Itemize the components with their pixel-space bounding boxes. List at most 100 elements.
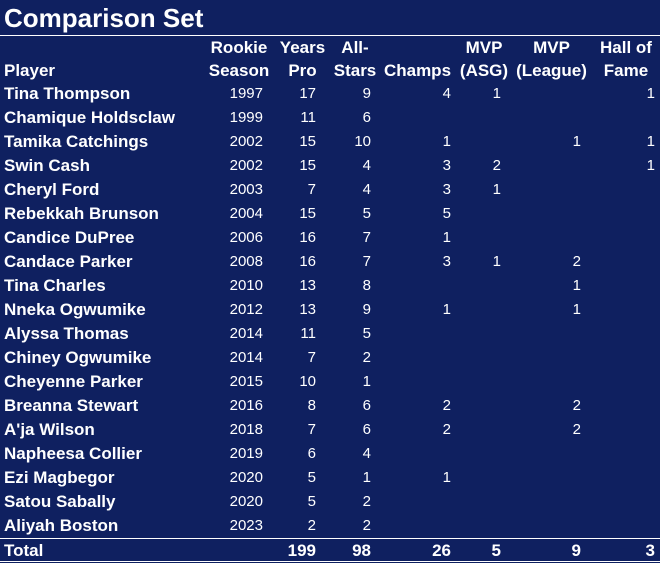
hall-of-fame-cell bbox=[592, 250, 660, 274]
header-hall-of-fame: Hall of Fame bbox=[592, 36, 660, 82]
all-stars-cell: 1 bbox=[362, 469, 371, 486]
table-row: Chiney Ogwumike 2014 7 2 bbox=[0, 346, 660, 370]
mvp-asg-cell bbox=[457, 370, 511, 394]
mvp-asg-cell bbox=[457, 202, 511, 226]
player-name-cell: Swin Cash bbox=[4, 156, 90, 175]
rookie-season-cell: 2003 bbox=[229, 181, 263, 198]
table-row: Candice DuPree 2006 16 7 1 bbox=[0, 226, 660, 250]
champs-cell bbox=[378, 322, 457, 346]
rookie-season-cell: 2014 bbox=[229, 349, 263, 366]
rookie-season-cell: 2012 bbox=[229, 301, 263, 318]
mvp-league-cell bbox=[511, 106, 592, 130]
player-name-cell: Tina Charles bbox=[4, 276, 106, 295]
table-row: Aliyah Boston 2023 2 2 bbox=[0, 514, 660, 539]
years-pro-cell: 11 bbox=[300, 109, 316, 126]
player-name-cell: Rebekkah Brunson bbox=[4, 204, 159, 223]
years-pro-cell: 15 bbox=[299, 205, 316, 222]
mvp-asg-cell: 1 bbox=[492, 253, 501, 270]
champs-cell: 2 bbox=[442, 421, 451, 438]
player-name-cell: Chamique Holdsclaw bbox=[4, 108, 175, 127]
rookie-season-cell: 1997 bbox=[229, 85, 263, 102]
total-years-pro: 199 bbox=[273, 538, 332, 563]
mvp-league-cell: 2 bbox=[572, 253, 581, 270]
hall-of-fame-cell bbox=[592, 322, 660, 346]
mvp-league-cell bbox=[511, 226, 592, 250]
rookie-season-cell: 2014 bbox=[229, 325, 263, 342]
years-pro-cell: 7 bbox=[307, 181, 316, 198]
rookie-season-cell: 1999 bbox=[229, 109, 263, 126]
mvp-league-cell bbox=[511, 490, 592, 514]
mvp-asg-cell bbox=[457, 130, 511, 154]
player-name-cell: Napheesa Collier bbox=[4, 444, 142, 463]
player-name-cell: Tina Thompson bbox=[4, 84, 131, 103]
header-hall-of-fame-line2: Fame bbox=[603, 61, 649, 80]
header-hall-of-fame-line1: Hall of bbox=[600, 38, 652, 57]
mvp-asg-cell bbox=[457, 226, 511, 250]
all-stars-cell: 2 bbox=[362, 517, 371, 534]
hall-of-fame-cell bbox=[592, 394, 660, 418]
table-row: Rebekkah Brunson 2004 15 5 5 bbox=[0, 202, 660, 226]
header-all-stars-line1: All- bbox=[341, 38, 369, 57]
player-name-cell: Chiney Ogwumike bbox=[4, 348, 152, 367]
mvp-asg-cell bbox=[457, 442, 511, 466]
years-pro-cell: 7 bbox=[307, 421, 316, 438]
champs-cell: 5 bbox=[442, 205, 451, 222]
table-row: Breanna Stewart 2016 8 6 2 2 bbox=[0, 394, 660, 418]
champs-cell: 3 bbox=[442, 181, 451, 198]
hall-of-fame-cell bbox=[592, 418, 660, 442]
header-row: Player Rookie Season Years Pro All- Star… bbox=[0, 36, 660, 82]
header-mvp-league-line1: MVP bbox=[533, 38, 570, 57]
mvp-asg-cell: 1 bbox=[492, 181, 501, 198]
champs-cell: 1 bbox=[442, 301, 451, 318]
years-pro-cell: 2 bbox=[307, 517, 316, 534]
header-mvp-league-line2: (League) bbox=[516, 61, 587, 80]
years-pro-cell: 7 bbox=[307, 349, 316, 366]
all-stars-cell: 8 bbox=[362, 277, 371, 294]
rookie-season-cell: 2016 bbox=[229, 397, 263, 414]
header-champs: Champs bbox=[383, 61, 452, 80]
header-mvp-asg-line1: MVP bbox=[465, 38, 503, 57]
years-pro-cell: 15 bbox=[299, 133, 316, 150]
rookie-season-cell: 2018 bbox=[229, 421, 263, 438]
rookie-season-cell: 2020 bbox=[229, 469, 263, 486]
years-pro-cell: 16 bbox=[299, 229, 316, 246]
hall-of-fame-cell: 1 bbox=[646, 133, 655, 150]
hall-of-fame-cell bbox=[592, 298, 660, 322]
header-years-pro-line1: Years bbox=[279, 38, 326, 57]
total-row: Total 199 98 26 5 9 3 bbox=[0, 538, 660, 563]
mvp-league-cell: 1 bbox=[572, 301, 581, 318]
table-row: Chamique Holdsclaw 1999 11 6 bbox=[0, 106, 660, 130]
total-hall-of-fame: 3 bbox=[592, 538, 660, 563]
rookie-season-cell: 2002 bbox=[229, 133, 263, 150]
mvp-league-cell bbox=[511, 322, 592, 346]
rookie-season-cell: 2019 bbox=[229, 445, 263, 462]
years-pro-cell: 8 bbox=[307, 397, 316, 414]
all-stars-cell: 6 bbox=[362, 421, 371, 438]
champs-cell: 1 bbox=[442, 229, 451, 246]
champs-cell: 1 bbox=[442, 469, 451, 486]
total-all-stars: 98 bbox=[332, 538, 378, 563]
player-name-cell: Satou Sabally bbox=[4, 492, 116, 511]
header-rookie-season-line1: Rookie bbox=[210, 38, 268, 57]
footer-rule bbox=[0, 561, 660, 562]
player-name-cell: Cheryl Ford bbox=[4, 180, 100, 199]
mvp-league-cell: 1 bbox=[572, 133, 581, 150]
mvp-asg-cell: 2 bbox=[492, 157, 501, 174]
hall-of-fame-cell: 1 bbox=[646, 157, 655, 174]
rookie-season-cell: 2020 bbox=[229, 493, 263, 510]
rookie-season-cell: 2023 bbox=[229, 517, 263, 534]
mvp-league-cell bbox=[511, 514, 592, 539]
table-row: Tina Thompson 1997 17 9 4 1 1 bbox=[0, 82, 660, 106]
champs-cell bbox=[378, 346, 457, 370]
hall-of-fame-cell bbox=[592, 274, 660, 298]
all-stars-cell: 10 bbox=[354, 133, 371, 150]
hall-of-fame-cell: 1 bbox=[646, 85, 655, 102]
player-name-cell: Aliyah Boston bbox=[4, 516, 119, 535]
years-pro-cell: 5 bbox=[307, 493, 316, 510]
years-pro-cell: 13 bbox=[299, 301, 316, 318]
mvp-asg-cell bbox=[457, 466, 511, 490]
hall-of-fame-cell bbox=[592, 442, 660, 466]
hall-of-fame-cell bbox=[592, 106, 660, 130]
player-name-cell: A'ja Wilson bbox=[4, 420, 95, 439]
mvp-asg-cell bbox=[457, 346, 511, 370]
